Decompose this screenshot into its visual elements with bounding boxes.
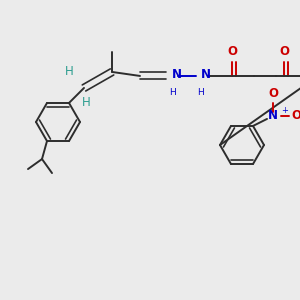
Text: N: N <box>201 68 211 81</box>
Text: O: O <box>268 87 278 100</box>
Text: +: + <box>281 106 288 116</box>
Text: H: H <box>65 65 74 78</box>
Text: O: O <box>279 45 289 58</box>
Text: O: O <box>291 110 300 122</box>
Text: N: N <box>268 110 278 122</box>
Text: O: O <box>227 45 237 58</box>
Text: H: H <box>82 96 90 109</box>
Text: N: N <box>172 68 182 81</box>
Text: -: - <box>299 112 300 125</box>
Text: H: H <box>169 88 176 97</box>
Text: H: H <box>198 88 204 97</box>
